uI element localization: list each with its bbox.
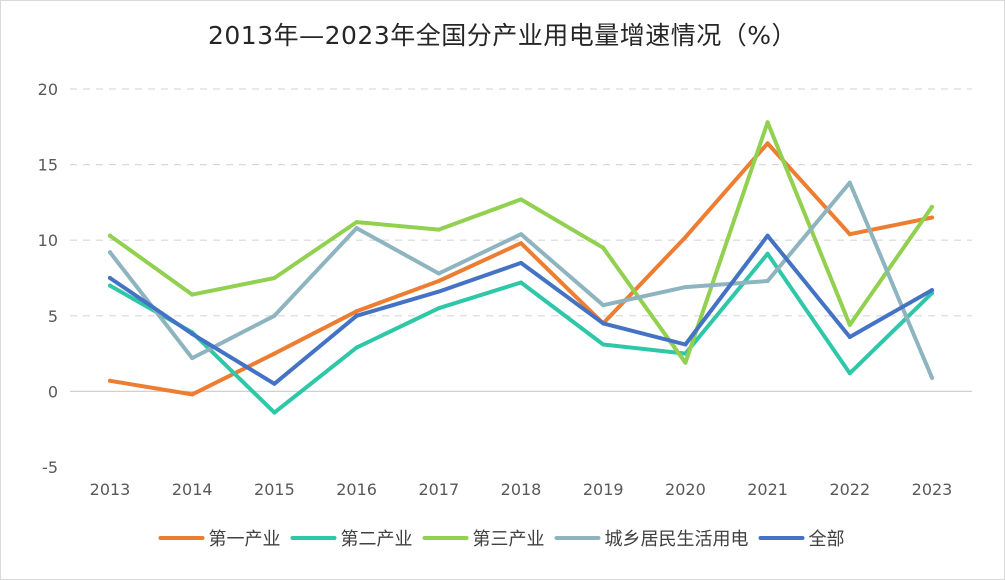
y-tick-label: 15 xyxy=(38,156,58,175)
legend-label: 全部 xyxy=(809,529,845,550)
data-point xyxy=(436,306,441,311)
data-point xyxy=(765,279,770,283)
data-point xyxy=(272,313,277,318)
legend-label: 第一产业 xyxy=(209,529,281,550)
data-point xyxy=(601,245,606,250)
y-tick-label: 0 xyxy=(48,382,58,401)
data-point xyxy=(272,351,277,356)
legend-label: 城乡居民生活用电 xyxy=(605,529,749,550)
x-tick-label: 2014 xyxy=(172,480,213,499)
data-point xyxy=(847,232,852,237)
data-point xyxy=(436,279,441,283)
x-tick-label: 2020 xyxy=(665,480,706,499)
data-point xyxy=(765,233,770,238)
data-point xyxy=(765,120,770,125)
data-point xyxy=(436,289,441,294)
legend-item: 全部 xyxy=(758,529,845,550)
data-point xyxy=(601,342,606,347)
data-point xyxy=(190,331,195,336)
series-line-第二产业 xyxy=(108,251,934,415)
y-tick-label: -5 xyxy=(42,458,58,477)
y-tick-label: 10 xyxy=(38,231,58,250)
x-tick-label: 2013 xyxy=(90,480,131,499)
data-point xyxy=(765,141,770,146)
data-point xyxy=(847,322,852,327)
data-point xyxy=(683,285,688,290)
legend-item: 第一产业 xyxy=(158,529,281,550)
data-point xyxy=(108,378,112,383)
data-point xyxy=(354,309,359,314)
data-point xyxy=(108,250,112,255)
data-point xyxy=(272,276,277,280)
legend-label: 第三产业 xyxy=(473,529,545,550)
x-tick-label: 2021 xyxy=(747,480,788,499)
data-point xyxy=(765,251,770,256)
data-point xyxy=(354,220,359,225)
data-point xyxy=(519,280,523,285)
x-tick-label: 2023 xyxy=(912,480,953,499)
data-point xyxy=(354,226,359,231)
data-point xyxy=(272,381,277,386)
data-point xyxy=(930,204,934,209)
legend-item: 第二产业 xyxy=(290,529,413,550)
legend-item: 第三产业 xyxy=(422,529,545,550)
data-point xyxy=(601,303,606,308)
x-tick-label: 2019 xyxy=(583,480,624,499)
data-point xyxy=(108,233,112,238)
data-point xyxy=(519,232,523,237)
data-point xyxy=(190,356,195,361)
series-line-全部 xyxy=(108,233,934,386)
chart-title: 2013年—2023年全国分产业用电量增速情况（%） xyxy=(207,21,797,50)
x-axis-ticks: 2013 2014 2015 2016 2017 2018 2019 2020 2021 2022… xyxy=(90,480,953,499)
data-point xyxy=(683,342,688,347)
x-tick-label: 2018 xyxy=(501,480,542,499)
data-point xyxy=(847,371,852,376)
data-point xyxy=(190,392,195,397)
data-point xyxy=(519,260,523,265)
x-tick-label: 2022 xyxy=(829,480,870,499)
data-point xyxy=(930,215,934,220)
data-point xyxy=(354,345,359,350)
data-point xyxy=(190,292,195,297)
legend: 第一产业 第二产业 第三产业 城乡居民生活用电 全部 xyxy=(158,529,845,550)
legend-label: 第二产业 xyxy=(341,529,413,550)
data-point xyxy=(436,271,441,276)
y-tick-label: 20 xyxy=(38,80,58,99)
data-point xyxy=(683,235,688,240)
data-point xyxy=(847,335,852,339)
data-point xyxy=(436,227,441,232)
data-point xyxy=(519,197,523,202)
data-point xyxy=(601,321,606,326)
data-point xyxy=(930,288,934,293)
data-point xyxy=(519,241,523,246)
series-line-城乡居民生活用电 xyxy=(108,180,934,380)
data-point xyxy=(683,360,688,365)
data-point xyxy=(354,313,359,318)
data-point xyxy=(930,375,934,380)
data-point xyxy=(847,180,852,185)
data-point xyxy=(108,276,112,280)
legend-item: 城乡居民生活用电 xyxy=(554,529,749,550)
data-point xyxy=(108,283,112,288)
y-axis-ticks: -5 0 5 10 15 20 xyxy=(38,80,58,477)
grid-lines xyxy=(70,88,972,392)
data-point xyxy=(272,410,277,415)
x-tick-label: 2017 xyxy=(418,480,459,499)
x-tick-label: 2016 xyxy=(336,480,377,499)
x-tick-label: 2015 xyxy=(254,480,295,499)
y-tick-label: 5 xyxy=(48,307,58,326)
series-lines xyxy=(108,120,934,415)
